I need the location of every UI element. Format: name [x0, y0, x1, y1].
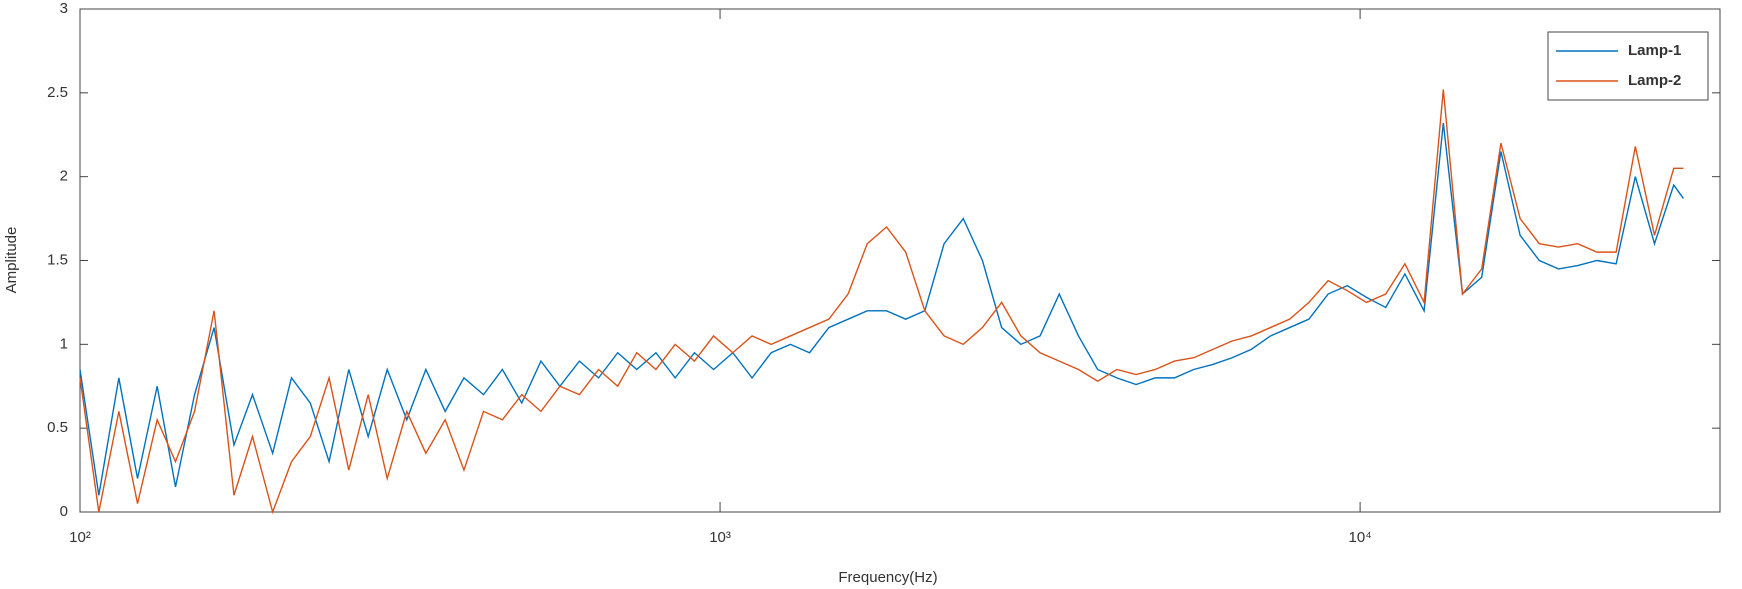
data-line [79, 89, 1684, 515]
legend-label: Lamp-2 [1628, 72, 1681, 89]
x-tick-label: 10² [69, 529, 91, 546]
y-tick-label: 1.5 [47, 251, 68, 268]
x-tick-label: 10³ [709, 529, 731, 546]
y-tick-label: 2 [60, 168, 68, 185]
y-tick-label: 2.5 [47, 84, 68, 101]
legend-label: Lamp-1 [1628, 42, 1681, 59]
x-axis-label: Frequency(Hz) [838, 569, 937, 586]
y-tick-label: 0 [60, 503, 68, 520]
plot-frame [79, 8, 1721, 513]
y-axis-label: Amplitude [3, 227, 20, 294]
y-tick-label: 0.5 [47, 419, 68, 436]
y-tick-label: 1 [60, 335, 68, 352]
x-tick-label: 10⁴ [1349, 529, 1372, 546]
data-line [79, 122, 1684, 496]
y-tick-label: 3 [60, 0, 68, 17]
legend-box [1547, 31, 1709, 101]
